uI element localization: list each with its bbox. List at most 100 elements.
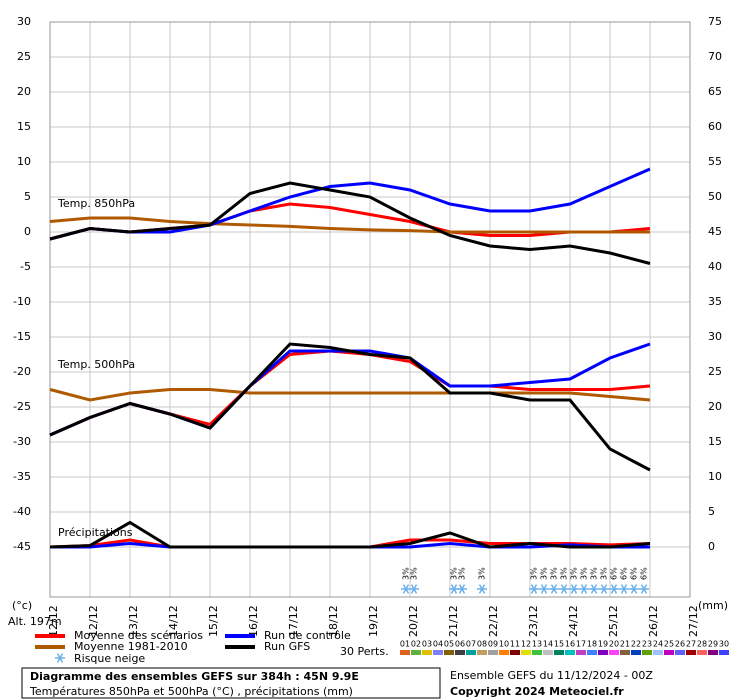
series-line: [49, 342, 651, 472]
x-tick-label: 23/12: [527, 605, 540, 637]
chart-subtitle: Températures 850hPa et 500hPa (°C) , pré…: [29, 685, 353, 698]
perturbation-swatch: [697, 650, 707, 655]
perturbation-name: 07: [466, 640, 476, 649]
perturbation-name: 16: [565, 640, 575, 649]
perturbation-swatch: [587, 650, 597, 655]
y-tick-label: 5: [24, 190, 31, 203]
y2-tick-label: 30: [708, 330, 722, 343]
perturbation-name: 20: [609, 640, 619, 649]
snow-risk-icon: [569, 584, 579, 594]
snow-risk-icon: [457, 584, 467, 594]
x-tick-label: 20/12: [407, 605, 420, 637]
perturbation-swatch: [411, 650, 421, 655]
perturbation-name: 26: [675, 640, 685, 649]
snow-icon-stroke: [478, 584, 486, 594]
snow-risk-icon: [629, 584, 639, 594]
x-tick-label: 15/12: [207, 605, 220, 637]
y2-tick-label: 15: [708, 435, 722, 448]
panel-label: Temp. 500hPa: [57, 358, 135, 371]
y2-unit: (mm): [698, 599, 728, 612]
y-tick-label: -15: [13, 330, 31, 343]
y2-tick-label: 50: [708, 190, 722, 203]
snow-risk-icon: [589, 584, 599, 594]
snow-icon-stroke: [620, 584, 628, 594]
snow-risk-label: 3%: [590, 567, 599, 580]
y2-tick-label: 40: [708, 260, 722, 273]
snow-icon-stroke: [580, 584, 588, 594]
y2-tick-label: 5: [708, 505, 715, 518]
perturbation-swatch: [620, 650, 630, 655]
panel-label: Temp. 850hPa: [57, 197, 135, 210]
y-unit: (°c): [12, 599, 32, 612]
snow-icon-stroke: [530, 584, 538, 594]
x-tick-label: 27/12: [687, 605, 700, 637]
snow-icon-stroke: [630, 584, 638, 594]
y-tick-label: 15: [17, 120, 31, 133]
snow-risk-label: 3%: [540, 567, 549, 580]
perturbation-swatch: [521, 650, 531, 655]
snow-risk-label: 6%: [630, 567, 639, 580]
panel-label: Précipitations: [58, 526, 133, 539]
x-tick-label: 22/12: [487, 605, 500, 637]
x-tick-label: 14/12: [167, 605, 180, 637]
perturbation-name: 15: [554, 640, 564, 649]
perturbation-name: 11: [510, 640, 520, 649]
perturbation-name: 08: [477, 640, 487, 649]
perturbation-swatch: [664, 650, 674, 655]
snow-risk-label: 3%: [450, 567, 459, 580]
y2-tick-label: 25: [708, 365, 722, 378]
x-tick-label: 18/12: [327, 605, 340, 637]
perturbation-swatch: [488, 650, 498, 655]
snow-risk-icon: [529, 584, 539, 594]
snow-risk-label: 3%: [570, 567, 579, 580]
snow-icon-stroke: [560, 584, 568, 594]
perturbation-swatch: [400, 650, 410, 655]
perturbation-name: 06: [455, 640, 465, 649]
snow-risk-label: 3%: [402, 567, 411, 580]
snow-risk-label: 3%: [530, 567, 539, 580]
x-tick-label: 17/12: [287, 605, 300, 637]
snow-risk-label: 6%: [640, 567, 649, 580]
snow-risk-icon: [477, 584, 487, 594]
snow-risk-icon: [639, 584, 649, 594]
perturbation-name: 03: [422, 640, 432, 649]
perturbation-swatch: [598, 650, 608, 655]
perturbation-name: 09: [488, 640, 498, 649]
perturbation-swatch: [532, 650, 542, 655]
snow-icon-stroke: [402, 584, 410, 594]
perturbation-name: 12: [521, 640, 531, 649]
y2-tick-label: 0: [708, 540, 715, 553]
legend-label: Risque neige: [74, 652, 145, 665]
altitude: Alt. 197m: [8, 615, 62, 628]
perturbation-swatch: [444, 650, 454, 655]
perturbation-swatch: [477, 650, 487, 655]
snow-risk-label: 3%: [550, 567, 559, 580]
perturbation-name: 27: [686, 640, 696, 649]
y2-tick-label: 10: [708, 470, 722, 483]
copyright: Copyright 2024 Meteociel.fr: [450, 685, 624, 698]
perturbation-name: 18: [587, 640, 597, 649]
perturbation-swatch: [455, 650, 465, 655]
y-tick-label: 0: [24, 225, 31, 238]
perturbation-swatch: [565, 650, 575, 655]
perturbation-name: 14: [543, 640, 553, 649]
y-tick-label: -40: [13, 505, 31, 518]
x-tick-label: 24/12: [567, 605, 580, 637]
perturbation-swatch: [675, 650, 685, 655]
perturbation-name: 25: [664, 640, 674, 649]
title-box: [21, 667, 441, 699]
perturbation-name: 17: [576, 640, 586, 649]
perturbation-name: 23: [642, 640, 652, 649]
series-line: [49, 388, 651, 402]
perturbation-swatch: [609, 650, 619, 655]
perturbation-name: 04: [433, 640, 443, 649]
chart-title: Diagramme des ensembles GEFS sur 384h : …: [30, 670, 359, 683]
snow-risk-icon: [619, 584, 629, 594]
y-tick-label: -45: [13, 540, 31, 553]
snow-icon-stroke: [56, 653, 64, 663]
perturbation-name: 22: [631, 640, 641, 649]
y2-tick-label: 35: [708, 295, 722, 308]
snow-risk-icon: [539, 584, 549, 594]
snow-risk-icon: [609, 584, 619, 594]
